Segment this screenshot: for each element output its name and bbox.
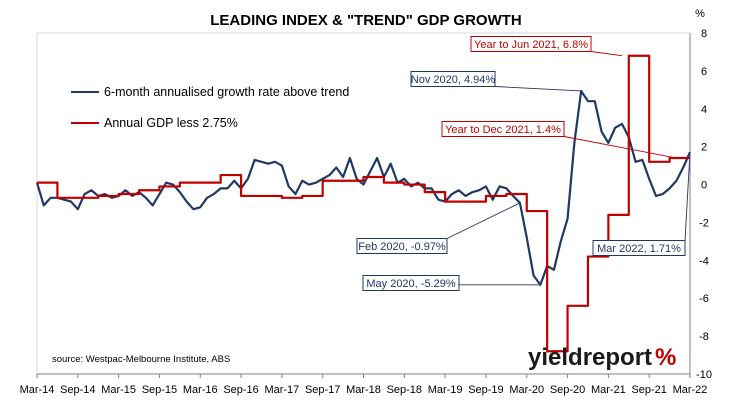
y-axis-unit: %	[695, 8, 705, 20]
x-tick-label: Sep-17	[305, 384, 340, 396]
chart-title: LEADING INDEX & "TREND" GDP GROWTH	[210, 12, 521, 29]
x-tick-label: Sep-21	[631, 384, 666, 396]
legend-label-gdp: Annual GDP less 2.75%	[104, 116, 238, 130]
x-tick-label: Sep-20	[550, 384, 585, 396]
x-tick-label: Sep-15	[142, 384, 177, 396]
annotation-labels: Year to Jun 2021, 6.8% Nov 2020, 4.94% Yea…	[356, 36, 686, 291]
x-tick-label: Mar-17	[264, 384, 299, 396]
x-tick-label: Mar-15	[101, 384, 136, 396]
annotation-leader	[563, 136, 677, 159]
y-tick-label: -8	[699, 331, 709, 343]
annotation-box	[362, 275, 460, 291]
source-note: source: Westpac-Melbourne Institute, ABS	[52, 354, 230, 365]
annotation-label: Feb 2020, -0.97%	[358, 241, 446, 253]
series-line-leading-index	[35, 89, 692, 286]
y-tick-label: 4	[701, 104, 707, 116]
annotation-box	[470, 36, 592, 52]
annotation-label: May 2020, -5.29%	[366, 278, 455, 290]
annotation-label: Nov 2020, 4.94%	[411, 74, 496, 86]
x-tick-label: Mar-16	[183, 384, 218, 396]
annotation-label: Year to Jun 2021, 6.8%	[474, 39, 588, 51]
x-tick-labels: Mar-14 Sep-14 Mar-15 Sep-15 Mar-16 Sep-16 Mar-…	[20, 374, 708, 396]
annotation-box	[356, 238, 448, 254]
x-tick-label: Sep-14	[60, 384, 95, 396]
x-tick-label: Mar-22	[673, 384, 708, 396]
y-tick-label: 2	[701, 142, 707, 154]
legend: 6-month annualised growth rate above tre…	[71, 85, 349, 130]
annotation-box	[441, 121, 565, 137]
y-tick-label: -4	[699, 255, 709, 267]
y-tick-label: 0	[701, 180, 707, 192]
y-tick-labels: -10 -8 -6 -4 -2 0 2 4 6 8	[696, 28, 712, 381]
y-tick-label: -6	[699, 293, 709, 305]
x-tick-label: Mar-20	[509, 384, 544, 396]
x-tick-label: Sep-18	[387, 384, 422, 396]
x-tick-label: Sep-16	[223, 384, 258, 396]
y-tick-label: 6	[701, 66, 707, 78]
annotation-leader	[590, 51, 623, 57]
y-tick-label: -2	[699, 217, 709, 229]
annotation-box	[410, 71, 496, 87]
legend-label-leading-index: 6-month annualised growth rate above tre…	[104, 85, 349, 99]
x-tick-label: Sep-19	[468, 384, 503, 396]
annotation-leader	[446, 202, 521, 239]
x-tick-label: Mar-14	[20, 384, 55, 396]
annotation-box	[592, 240, 686, 256]
annotation-label: Year to Dec 2021, 1.4%	[445, 124, 561, 136]
logo-wordmark: yieldreport%	[528, 344, 676, 371]
y-tick-label: 8	[701, 28, 707, 40]
series-line-gdp	[37, 54, 690, 353]
x-tick-label: Mar-21	[591, 384, 626, 396]
yieldreport-logo: yieldreport%	[528, 344, 676, 371]
x-tick-label: Mar-18	[346, 384, 381, 396]
annotation-leader	[494, 86, 582, 92]
annotation-leaders	[446, 51, 691, 286]
annotation-label: Mar 2022, 1.71%	[597, 243, 681, 255]
x-tick-label: Mar-19	[428, 384, 463, 396]
series-layer	[35, 54, 692, 353]
annotation-leader	[684, 152, 691, 241]
y-tick-label: -10	[696, 369, 712, 381]
